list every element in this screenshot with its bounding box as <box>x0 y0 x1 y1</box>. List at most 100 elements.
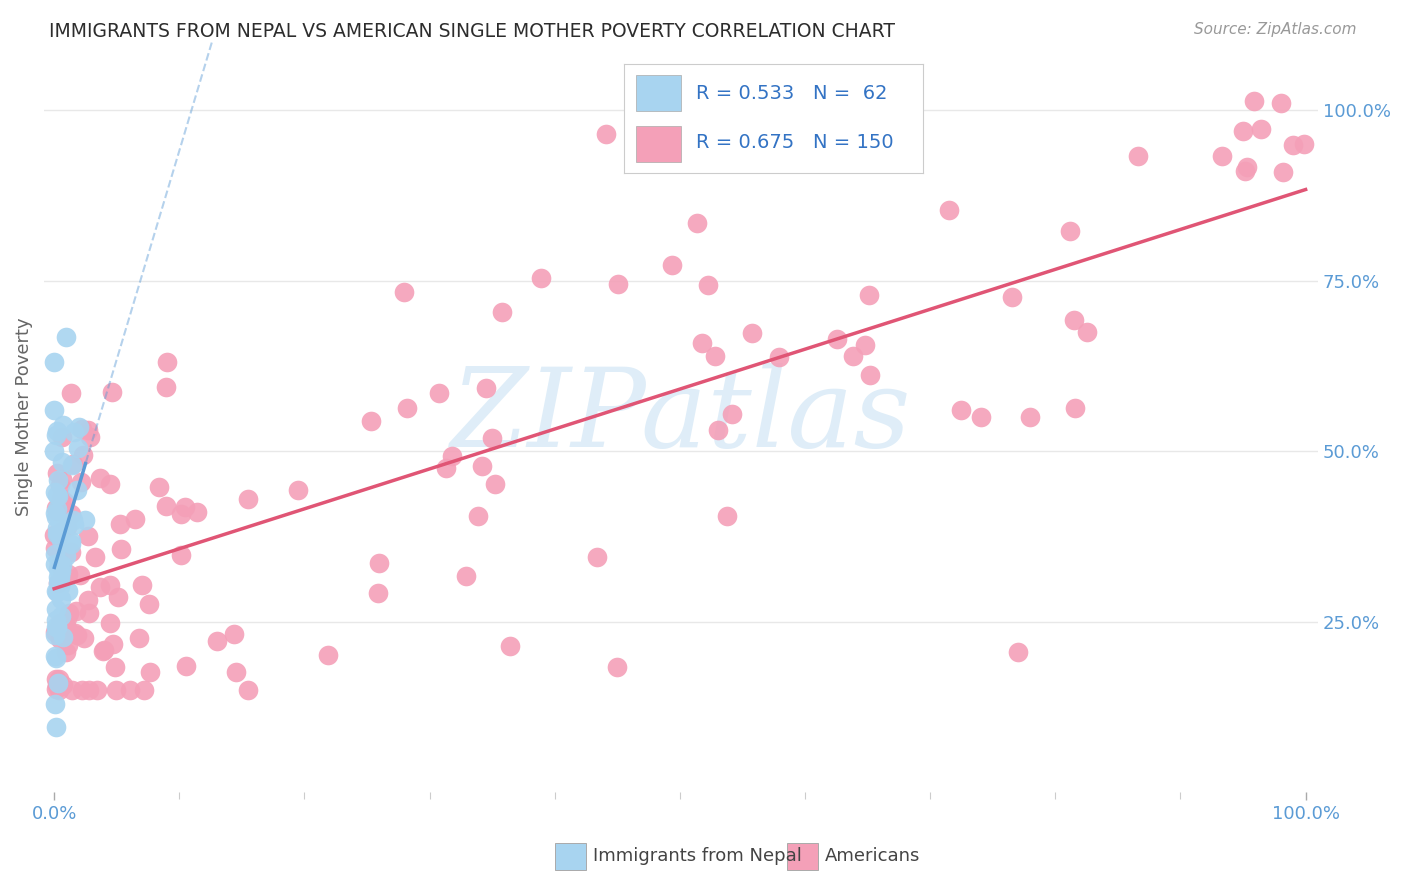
Bar <box>555 843 586 870</box>
Point <box>360 414 382 428</box>
Point <box>107 590 129 604</box>
Point <box>44 485 66 500</box>
Point <box>55 549 77 564</box>
Point <box>46 585 69 599</box>
Point <box>62 514 84 528</box>
Point <box>484 476 506 491</box>
Point <box>77 528 100 542</box>
Point <box>73 632 96 646</box>
Point <box>52 630 75 644</box>
Point <box>62 457 84 471</box>
Point <box>606 277 628 292</box>
Point <box>70 475 93 489</box>
Point <box>98 615 121 630</box>
Point <box>395 401 418 415</box>
Point <box>56 610 79 624</box>
Point <box>56 520 79 534</box>
Point <box>586 550 609 565</box>
Point <box>842 349 865 363</box>
Point <box>225 665 247 679</box>
Point <box>49 564 72 578</box>
Point <box>58 516 80 530</box>
Point <box>661 258 683 272</box>
Point <box>46 474 69 488</box>
Point <box>1233 164 1256 178</box>
Text: Americans: Americans <box>825 847 921 865</box>
Point <box>205 634 228 648</box>
Point <box>46 618 69 632</box>
Point <box>110 517 132 532</box>
Point <box>46 466 69 480</box>
Point <box>45 510 67 524</box>
Point <box>690 335 713 350</box>
Point <box>55 645 77 659</box>
Point <box>51 562 73 576</box>
Point <box>707 423 730 437</box>
Point <box>46 575 69 590</box>
Point <box>938 203 960 218</box>
Point <box>499 639 522 653</box>
Point <box>46 502 69 516</box>
Point <box>52 417 75 432</box>
Point <box>606 660 628 674</box>
Point <box>1294 137 1316 152</box>
Text: ZIPatlas: ZIPatlas <box>451 363 911 471</box>
Point <box>1076 325 1098 339</box>
Point <box>46 424 69 438</box>
Point <box>45 620 67 634</box>
Point <box>49 491 72 505</box>
Point <box>56 624 79 639</box>
Point <box>131 578 153 592</box>
Point <box>63 518 86 533</box>
Point <box>1063 313 1085 327</box>
Point <box>128 631 150 645</box>
Point <box>741 326 763 341</box>
Point <box>46 526 69 541</box>
Point <box>53 495 76 509</box>
Point <box>1232 123 1254 137</box>
Point <box>51 472 73 486</box>
Point <box>222 627 245 641</box>
Point <box>48 578 70 592</box>
Point <box>287 483 309 497</box>
Point <box>45 487 67 501</box>
Point <box>238 491 260 506</box>
Point <box>70 682 93 697</box>
Point <box>44 648 66 663</box>
Point <box>45 501 67 516</box>
Point <box>44 506 66 520</box>
Point <box>44 403 66 417</box>
Point <box>84 549 107 564</box>
Point <box>475 381 498 395</box>
Point <box>1001 290 1024 304</box>
Point <box>169 508 191 522</box>
Point <box>45 583 67 598</box>
Point <box>56 584 79 599</box>
Point <box>49 564 72 578</box>
Point <box>595 127 617 141</box>
Point <box>1064 401 1087 415</box>
Point <box>853 338 876 352</box>
Point <box>45 651 67 665</box>
Point <box>1019 410 1042 425</box>
Point <box>63 425 86 440</box>
Point <box>124 511 146 525</box>
Point <box>49 609 72 624</box>
Point <box>1282 137 1305 152</box>
Point <box>51 533 73 547</box>
Point <box>46 570 69 584</box>
Point <box>45 613 67 627</box>
Point <box>51 558 73 572</box>
Point <box>49 478 72 492</box>
Point <box>44 558 66 572</box>
Point <box>60 458 83 472</box>
Point <box>56 567 79 582</box>
Point <box>467 509 489 524</box>
Point <box>44 625 66 640</box>
Point <box>174 658 197 673</box>
Bar <box>787 843 818 870</box>
Point <box>89 471 111 485</box>
Point <box>48 582 70 597</box>
Point <box>59 386 82 401</box>
Point <box>49 591 72 606</box>
